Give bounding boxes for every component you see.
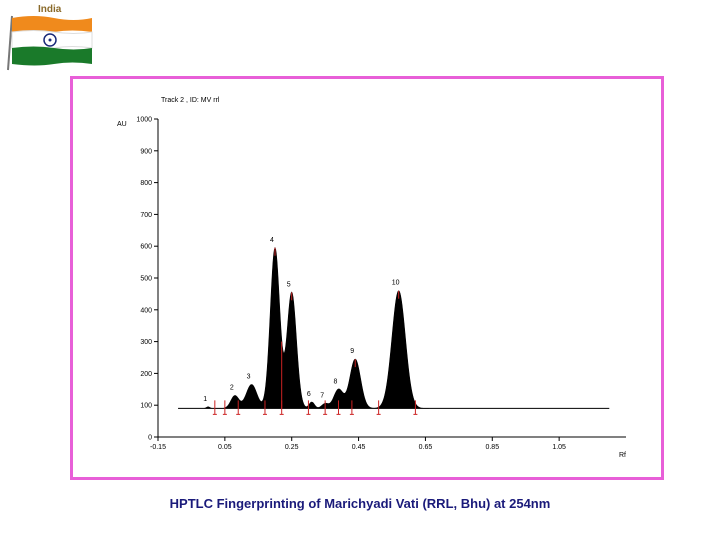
y-tick-label: 800 — [140, 180, 152, 187]
y-tick-label: 1000 — [136, 117, 152, 124]
peak-label: 6 — [307, 391, 311, 398]
y-tick-label: 400 — [140, 307, 152, 314]
peak-label: 3 — [247, 374, 251, 381]
peak-label: 5 — [287, 281, 291, 288]
hptlc-chart: Track 2 , ID: MV rrl AU Rf 0 100 200 300 400… — [117, 97, 626, 459]
x-tick-label: 0.45 — [352, 444, 366, 451]
flag-label: India — [38, 4, 62, 15]
y-tick-label: 600 — [140, 244, 152, 251]
x-tick-label: 0.85 — [485, 444, 499, 451]
figure-caption: HPTLC Fingerprinting of Marichyadi Vati … — [169, 496, 551, 511]
peak-label: 1 — [203, 396, 207, 403]
x-tick-label: 0.65 — [419, 444, 433, 451]
chart-title: Track 2 , ID: MV rrl — [161, 97, 220, 104]
y-tick-label: 700 — [140, 212, 152, 219]
chart-frame: Track 2 , ID: MV rrl AU Rf 0 100 200 300 400… — [70, 76, 664, 480]
peak-label: 2 — [230, 385, 234, 392]
x-axis-label: Rf — [619, 452, 626, 459]
y-tick-label: 300 — [140, 339, 152, 346]
x-tick-label: 1.05 — [552, 444, 566, 451]
x-tick-label: -0.15 — [150, 444, 166, 451]
india-flag: India — [4, 2, 96, 72]
x-tick-label: 0.25 — [285, 444, 299, 451]
peak-label: 7 — [320, 393, 324, 400]
peak-label: 4 — [270, 237, 274, 244]
chromatogram-area — [204, 246, 429, 409]
peak-label: 9 — [350, 348, 354, 355]
y-ticks: 0 100 200 300 400 500 600 700 800 900 1000 — [136, 117, 158, 442]
peak-markers — [212, 247, 418, 415]
y-axis-label: AU — [117, 121, 127, 128]
y-tick-label: 900 — [140, 148, 152, 155]
x-tick-label: 0.05 — [218, 444, 232, 451]
y-tick-label: 500 — [140, 276, 152, 283]
peak-label: 8 — [334, 378, 338, 385]
flag-icon — [7, 15, 93, 71]
peak-label: 10 — [392, 280, 400, 287]
y-tick-label: 100 — [140, 403, 152, 410]
y-tick-label: 0 — [148, 435, 152, 442]
x-ticks: -0.15 0.05 0.25 0.45 0.65 0.85 1.05 — [150, 437, 566, 451]
peak-labels: 1 2 3 4 5 6 7 8 9 10 — [203, 237, 399, 403]
y-tick-label: 200 — [140, 371, 152, 378]
chromatogram-peaks — [178, 246, 610, 409]
